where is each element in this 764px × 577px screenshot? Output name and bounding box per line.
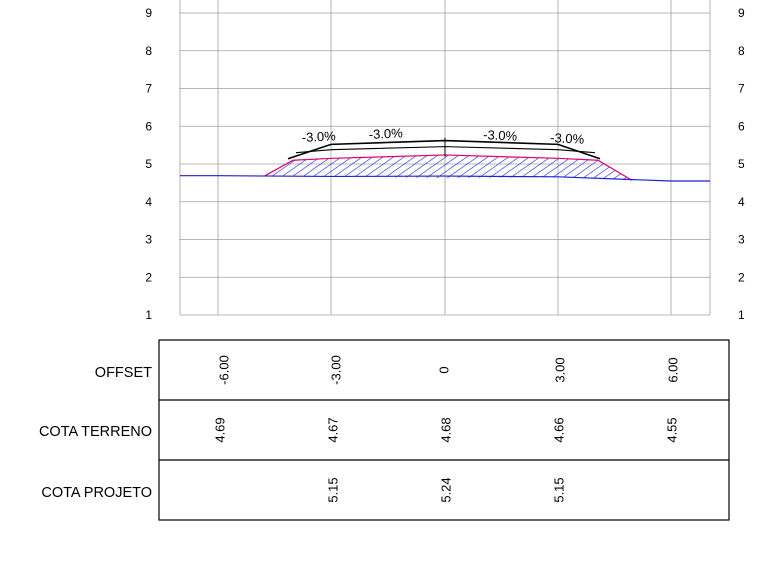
cota-terreno-cell: 4.69 bbox=[213, 417, 228, 442]
cota-projeto-cell: 5.24 bbox=[439, 477, 454, 502]
y-tick-label-right: 6 bbox=[738, 119, 745, 133]
y-axis-right: 9 8 7 6 5 4 3 2 1 bbox=[738, 6, 745, 322]
slope-label-2: -3.0% bbox=[368, 125, 403, 142]
y-tick-label-right: 2 bbox=[738, 270, 745, 284]
offset-cell: -3.00 bbox=[329, 355, 344, 385]
y-tick-label-right: 7 bbox=[738, 82, 745, 96]
y-tick-label-left: 5 bbox=[145, 157, 152, 171]
slope-label-1: -3.0% bbox=[301, 128, 336, 145]
offset-cell: -6.00 bbox=[217, 355, 232, 385]
fill-hatch bbox=[265, 154, 632, 181]
offset-cell: 3.00 bbox=[553, 357, 568, 382]
cota-terreno-cell: 4.68 bbox=[439, 417, 454, 442]
y-tick-label-left: 9 bbox=[145, 6, 152, 20]
cota-terreno-cell: 4.66 bbox=[552, 417, 567, 442]
cota-terreno-cell: 4.67 bbox=[326, 417, 341, 442]
cota-projeto-cell: 5.15 bbox=[552, 477, 567, 502]
offset-cell: 6.00 bbox=[666, 357, 681, 382]
row-label-cota-projeto: COTA PROJETO bbox=[41, 485, 152, 501]
cota-projeto-cell: 5.15 bbox=[326, 477, 341, 502]
y-tick-label-right: 1 bbox=[738, 308, 745, 322]
y-tick-label-left: 1 bbox=[145, 308, 152, 322]
y-tick-label-right: 4 bbox=[738, 195, 745, 209]
road-section bbox=[180, 137, 710, 182]
y-tick-label-right: 8 bbox=[738, 44, 745, 58]
y-tick-label-right: 9 bbox=[738, 6, 745, 20]
offset-cell: 0 bbox=[437, 366, 452, 373]
y-tick-label-left: 3 bbox=[145, 233, 152, 247]
slope-label-3: -3.0% bbox=[483, 127, 518, 144]
y-tick-label-left: 4 bbox=[145, 195, 152, 209]
y-tick-label-right: 3 bbox=[738, 233, 745, 247]
terrain-line bbox=[180, 175, 710, 182]
y-tick-label-left: 6 bbox=[145, 119, 152, 133]
cota-terreno-cell: 4.55 bbox=[665, 417, 680, 442]
y-tick-label-right: 5 bbox=[738, 157, 745, 171]
y-axis-left: 9 8 7 6 5 4 3 2 1 bbox=[145, 6, 152, 322]
row-label-offset: OFFSET bbox=[95, 365, 152, 381]
y-tick-label-left: 8 bbox=[145, 44, 152, 58]
y-tick-label-left: 2 bbox=[145, 270, 152, 284]
row-label-cota-terreno: COTA TERRENO bbox=[39, 424, 152, 440]
y-tick-label-left: 7 bbox=[145, 82, 152, 96]
data-table: OFFSET COTA TERRENO COTA PROJETO -6.00 -… bbox=[39, 339, 730, 521]
slope-label-4: -3.0% bbox=[550, 130, 585, 147]
